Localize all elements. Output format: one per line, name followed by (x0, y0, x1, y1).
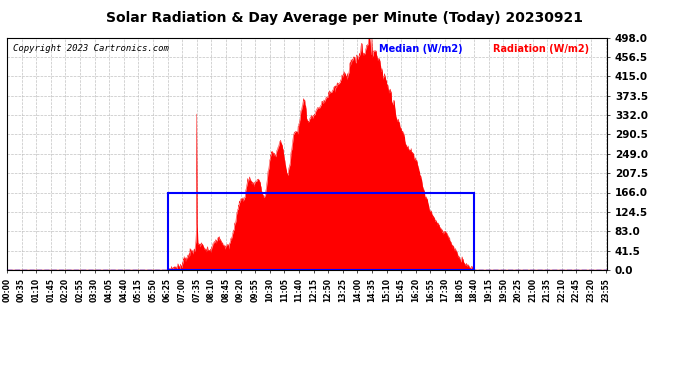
Text: Median (W/m2): Median (W/m2) (379, 45, 463, 54)
Text: Copyright 2023 Cartronics.com: Copyright 2023 Cartronics.com (13, 45, 169, 54)
Text: Solar Radiation & Day Average per Minute (Today) 20230921: Solar Radiation & Day Average per Minute… (106, 11, 584, 25)
Bar (168, 192, 474, 270)
Text: Radiation (W/m2): Radiation (W/m2) (493, 45, 589, 54)
